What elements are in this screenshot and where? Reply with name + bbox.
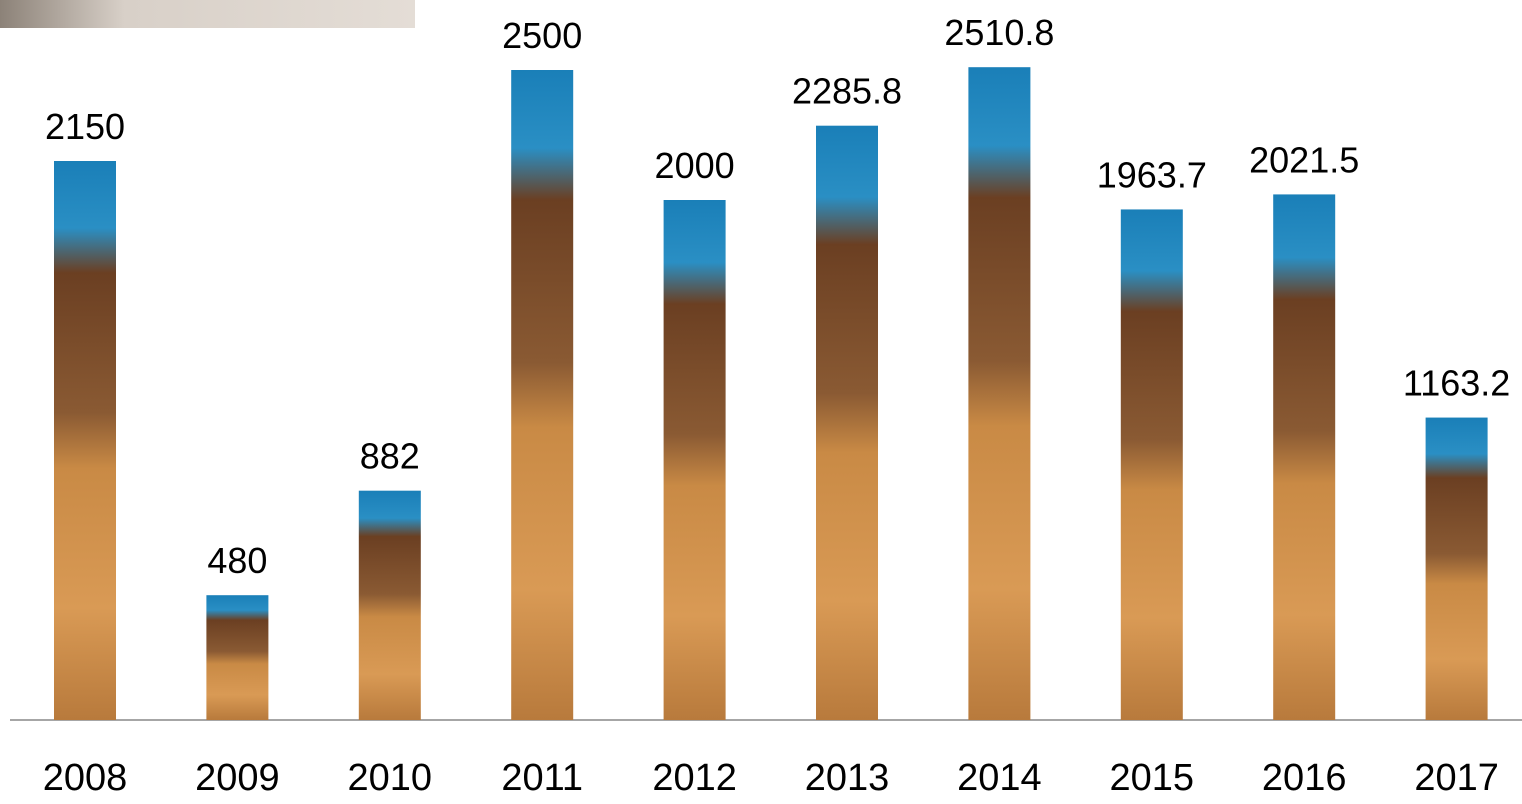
bar	[206, 595, 269, 720]
x-tick-label: 2009	[195, 757, 280, 799]
x-tick-label: 2013	[805, 757, 890, 799]
data-label: 1163.2	[1403, 363, 1510, 404]
bar	[358, 490, 421, 720]
x-tick-label: 2011	[501, 757, 583, 799]
data-label: 2000	[655, 145, 735, 186]
data-label: 2021.5	[1249, 139, 1359, 180]
bar	[1273, 194, 1336, 720]
x-tick-label: 2012	[652, 757, 737, 799]
data-label: 2150	[45, 106, 125, 147]
data-label: 2285.8	[792, 71, 902, 112]
x-tick-label: 2008	[43, 757, 128, 799]
bar	[816, 125, 878, 720]
bar	[511, 70, 574, 720]
data-label: 1963.7	[1097, 154, 1207, 195]
corner-image	[0, 0, 415, 28]
bar	[1425, 417, 1488, 720]
data-label: 2510.8	[944, 12, 1054, 53]
data-label: 882	[360, 436, 420, 477]
bar	[663, 200, 726, 720]
x-tick-label: 2016	[1262, 757, 1347, 799]
data-label: 2500	[502, 15, 582, 56]
x-tick-label: 2010	[348, 757, 433, 799]
data-label: 480	[207, 540, 267, 581]
bar	[54, 161, 116, 720]
x-tick-label: 2015	[1110, 757, 1195, 799]
x-tick-label: 2017	[1414, 757, 1499, 799]
bar	[1120, 209, 1183, 721]
bar	[968, 67, 1031, 720]
x-tick-label: 2014	[957, 757, 1042, 799]
